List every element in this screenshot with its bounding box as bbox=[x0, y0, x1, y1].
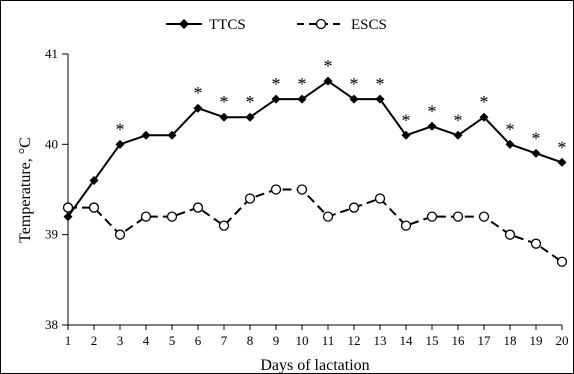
significance-marker: * bbox=[246, 92, 255, 112]
x-tick-label: 11 bbox=[322, 333, 335, 348]
legend-label-ttcs: TTCS bbox=[209, 17, 246, 33]
data-point-escs bbox=[556, 256, 568, 267]
data-point-escs bbox=[348, 202, 360, 213]
data-point-escs bbox=[166, 211, 178, 222]
data-point-escs bbox=[296, 184, 308, 195]
legend-marker-escs bbox=[315, 18, 327, 30]
data-point-ttcs bbox=[453, 130, 463, 140]
y-axis-ticks: 38 39 40 41 bbox=[45, 46, 68, 332]
data-point-ttcs bbox=[401, 130, 411, 140]
data-point-ttcs bbox=[141, 130, 151, 140]
x-tick-label: 16 bbox=[452, 333, 466, 348]
x-tick-label: 5 bbox=[169, 333, 176, 348]
x-tick-label: 10 bbox=[296, 333, 309, 348]
data-point-escs bbox=[400, 220, 412, 231]
x-tick-label: 1 bbox=[65, 333, 72, 348]
x-tick-label: 2 bbox=[91, 333, 98, 348]
data-point-ttcs bbox=[349, 94, 359, 104]
x-tick-label: 13 bbox=[374, 333, 387, 348]
y-tick-label: 41 bbox=[45, 46, 58, 61]
data-point-escs bbox=[426, 211, 438, 222]
data-point-escs bbox=[192, 202, 204, 213]
significance-marker: * bbox=[376, 74, 385, 94]
data-point-ttcs bbox=[375, 94, 385, 104]
significance-marker: * bbox=[558, 137, 567, 157]
data-point-ttcs bbox=[271, 94, 281, 104]
data-point-escs bbox=[374, 193, 386, 204]
data-point-ttcs bbox=[193, 103, 203, 113]
data-point-escs bbox=[140, 211, 152, 222]
significance-marker: * bbox=[480, 92, 489, 112]
x-axis-title: Days of lactation bbox=[260, 357, 369, 374]
x-tick-label: 7 bbox=[221, 333, 228, 348]
data-point-escs bbox=[88, 202, 100, 213]
x-tick-label: 19 bbox=[530, 333, 543, 348]
significance-marker: * bbox=[402, 110, 411, 130]
y-axis-title: Temperature, °C bbox=[17, 137, 34, 243]
data-point-ttcs bbox=[557, 157, 567, 167]
data-point-ttcs bbox=[89, 175, 99, 185]
data-point-ttcs bbox=[323, 76, 333, 86]
data-point-ttcs bbox=[219, 112, 229, 122]
significance-marker: * bbox=[350, 74, 359, 94]
x-tick-label: 9 bbox=[273, 333, 280, 348]
data-point-ttcs bbox=[297, 94, 307, 104]
data-point-ttcs bbox=[115, 139, 125, 149]
x-tick-label: 20 bbox=[556, 333, 569, 348]
x-tick-label: 8 bbox=[247, 333, 254, 348]
y-tick-label: 39 bbox=[45, 227, 58, 242]
data-point-ttcs bbox=[167, 130, 177, 140]
data-point-escs bbox=[478, 211, 490, 222]
data-point-escs bbox=[244, 193, 256, 204]
significance-marker: * bbox=[194, 83, 203, 103]
data-point-escs bbox=[218, 220, 230, 231]
series-layer: * * * * * * * * * * * * * * * * bbox=[62, 56, 568, 267]
data-point-escs bbox=[322, 211, 334, 222]
x-tick-label: 17 bbox=[478, 333, 492, 348]
legend-label-escs: ESCS bbox=[351, 17, 387, 33]
significance-marker: * bbox=[220, 92, 229, 112]
x-tick-label: 4 bbox=[143, 333, 150, 348]
data-point-ttcs bbox=[427, 121, 437, 131]
legend-marker-ttcs bbox=[179, 19, 189, 29]
significance-marker: * bbox=[324, 56, 333, 76]
data-point-ttcs bbox=[505, 139, 515, 149]
significance-marker: * bbox=[454, 110, 463, 130]
data-point-escs bbox=[530, 238, 542, 249]
significance-marker: * bbox=[298, 74, 307, 94]
data-point-escs bbox=[452, 211, 464, 222]
x-tick-label: 14 bbox=[400, 333, 414, 348]
legend: TTCS ESCS bbox=[166, 17, 387, 33]
data-point-ttcs bbox=[479, 112, 489, 122]
significance-marker: * bbox=[272, 74, 281, 94]
y-tick-label: 38 bbox=[45, 317, 58, 332]
x-tick-label: 3 bbox=[117, 333, 124, 348]
x-axis-ticks: 1 2 3 4 5 6 7 8 9 10 11 12 13 14 15 16 17 18 19 20 bbox=[65, 325, 569, 348]
y-tick-label: 40 bbox=[45, 136, 58, 151]
x-tick-label: 15 bbox=[426, 333, 439, 348]
x-tick-label: 6 bbox=[195, 333, 202, 348]
significance-marker: * bbox=[532, 128, 541, 148]
data-point-escs bbox=[504, 229, 516, 240]
series-line-escs bbox=[68, 188, 563, 263]
significance-marker: * bbox=[428, 101, 437, 121]
data-point-ttcs bbox=[245, 112, 255, 122]
significance-marker: * bbox=[116, 119, 125, 139]
data-point-escs bbox=[62, 202, 74, 213]
x-tick-label: 18 bbox=[504, 333, 517, 348]
data-point-escs bbox=[270, 184, 282, 195]
data-point-ttcs bbox=[63, 212, 73, 222]
data-point-ttcs bbox=[531, 148, 541, 158]
x-tick-label: 12 bbox=[348, 333, 361, 348]
significance-marker: * bbox=[506, 119, 515, 139]
data-point-escs bbox=[114, 229, 126, 240]
